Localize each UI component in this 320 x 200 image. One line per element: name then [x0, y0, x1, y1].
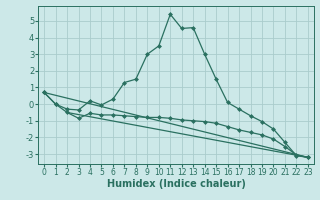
X-axis label: Humidex (Indice chaleur): Humidex (Indice chaleur): [107, 179, 245, 189]
